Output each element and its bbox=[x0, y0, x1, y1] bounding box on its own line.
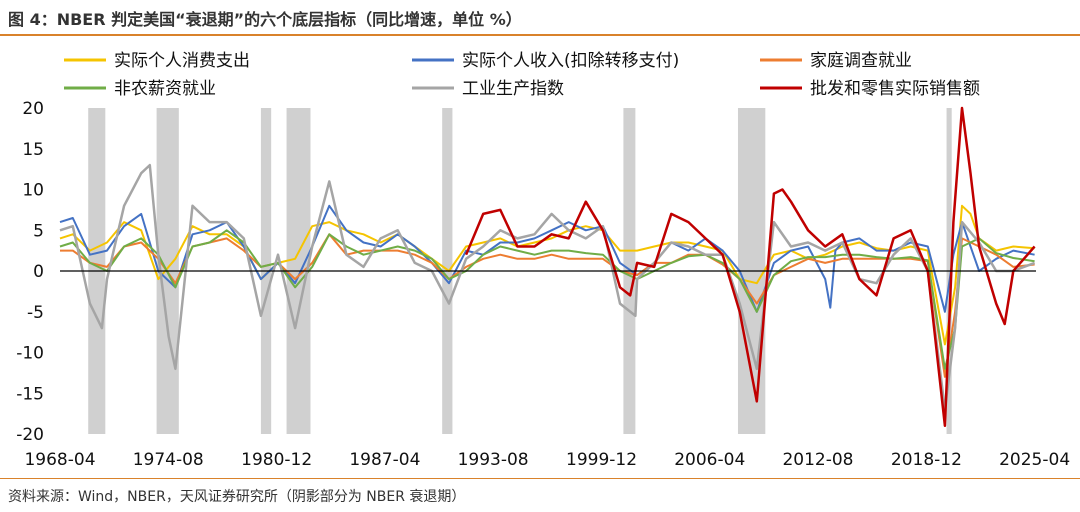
y-tick-label: -10 bbox=[16, 344, 44, 364]
series-line-4 bbox=[59, 229, 1035, 370]
x-tick-label: 2025-04 bbox=[999, 450, 1070, 470]
x-tick-label: 1980-12 bbox=[241, 450, 312, 470]
x-tick-label: 1993-08 bbox=[458, 450, 529, 470]
chart-title: 图 4：NBER 判定美国“衰退期”的六个底层指标（同比增速，单位 %） bbox=[8, 10, 522, 29]
y-tick-label: 20 bbox=[22, 99, 44, 119]
footer-divider bbox=[0, 478, 1080, 479]
x-tick-label: 2006-04 bbox=[674, 450, 745, 470]
x-tick-label: 1974-08 bbox=[133, 450, 204, 470]
y-tick-label: -5 bbox=[27, 303, 44, 323]
legend-label: 实际个人收入(扣除转移支付) bbox=[462, 51, 679, 71]
source-note: 资料来源：Wind，NBER，天风证券研究所（阴影部分为 NBER 衰退期） bbox=[8, 489, 466, 505]
x-tick-label: 2012-08 bbox=[782, 450, 853, 470]
line-chart: 20 15 10 5 0 -5 -10 -15 -20 1968-04 1974-08 1980-12… bbox=[16, 51, 1070, 470]
legend-label: 工业生产指数 bbox=[462, 79, 564, 99]
legend-label: 批发和零售实际销售额 bbox=[810, 79, 980, 99]
y-tick-label: -15 bbox=[16, 384, 44, 404]
y-tick-label: 15 bbox=[22, 140, 44, 160]
x-tick-label: 1987-04 bbox=[349, 450, 420, 470]
y-tick-label: 0 bbox=[33, 262, 44, 282]
x-tick-label: 1968-04 bbox=[24, 450, 95, 470]
y-tick-label: 5 bbox=[33, 221, 44, 241]
y-tick-label: -20 bbox=[16, 425, 44, 445]
series-line-1 bbox=[59, 204, 1035, 346]
x-tick-label: 2018-12 bbox=[891, 450, 962, 470]
legend-label: 实际个人消费支出 bbox=[114, 51, 250, 71]
y-tick-label: 10 bbox=[22, 181, 44, 201]
x-tick-label: 1999-12 bbox=[566, 450, 637, 470]
legend-label: 非农薪资就业 bbox=[114, 79, 216, 99]
series-line-3 bbox=[60, 233, 1035, 378]
legend-label: 家庭调查就业 bbox=[810, 51, 912, 71]
series-line-6 bbox=[464, 106, 1036, 428]
header-divider bbox=[0, 34, 1080, 36]
series-line-5 bbox=[59, 163, 1036, 411]
